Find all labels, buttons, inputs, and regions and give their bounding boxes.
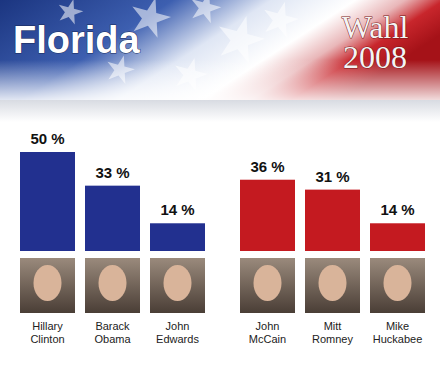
header-star <box>212 10 270 66</box>
bar <box>305 190 360 251</box>
category-label: JohnMcCain <box>249 320 286 345</box>
bar <box>20 152 75 251</box>
header: FloridaWahl2008 <box>0 0 440 100</box>
category-label: MikeHuckabee <box>373 320 423 345</box>
header-star <box>259 0 303 39</box>
panel: 50 % 33 % 14 % HillaryClinton BarackObama Joh… <box>20 130 205 345</box>
panel: 36 % 31 % 14 % JohnMcCain MittRomney MikeHuck… <box>240 158 425 345</box>
data-label: 14 % <box>160 201 194 218</box>
photo <box>150 258 205 313</box>
photo-face <box>319 265 347 301</box>
photo-face <box>164 265 192 301</box>
data-label: 50 % <box>30 130 64 147</box>
photo-face <box>384 265 412 301</box>
photo <box>305 258 360 313</box>
chart-root: FloridaWahl2008 50 % 33 % 14 % HillaryClinto… <box>0 0 440 381</box>
category-label: BarackObama <box>94 320 131 345</box>
photo <box>20 258 75 313</box>
photo <box>85 258 140 313</box>
data-label: 31 % <box>315 168 349 185</box>
header-star <box>187 0 225 25</box>
category-label: MittRomney <box>312 320 353 345</box>
bar <box>85 186 140 251</box>
photo-face <box>34 265 62 301</box>
bar <box>150 223 205 251</box>
photo <box>240 258 295 313</box>
data-label: 33 % <box>95 164 129 181</box>
bars <box>20 152 205 251</box>
header-title: Florida <box>13 19 141 61</box>
bars <box>240 180 425 251</box>
category-label: JohnEdwards <box>156 320 199 345</box>
data-label: 36 % <box>250 158 284 175</box>
bar <box>240 180 295 251</box>
header-logo: 2008 <box>343 39 407 75</box>
category-label: HillaryClinton <box>30 320 64 345</box>
photo-face <box>99 265 127 301</box>
photo <box>370 258 425 313</box>
data-label: 14 % <box>380 201 414 218</box>
bar <box>370 223 425 251</box>
photo-face <box>254 265 282 301</box>
header-band <box>0 100 440 122</box>
